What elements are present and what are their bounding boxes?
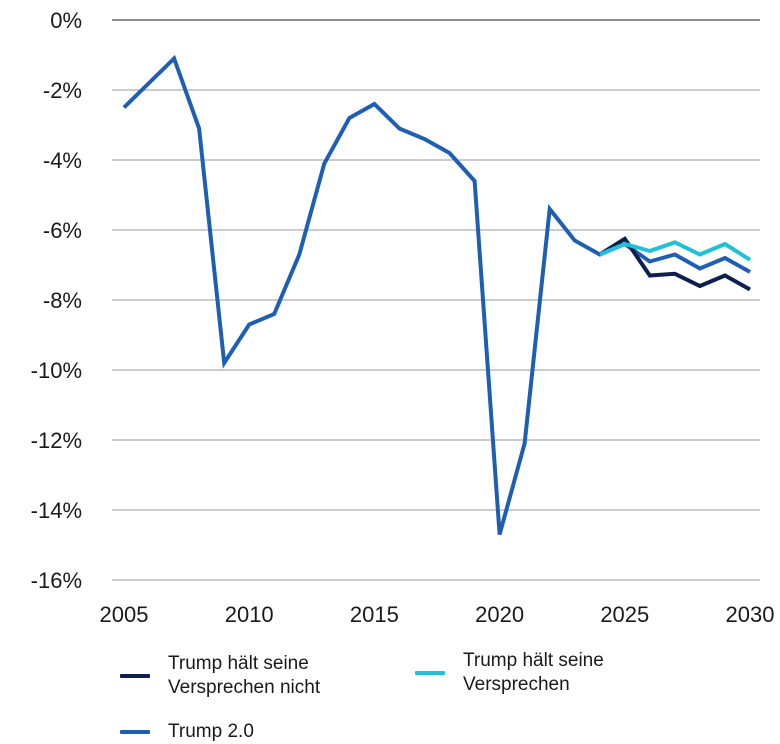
y-tick-label: -4% bbox=[43, 148, 82, 173]
y-tick-label: -8% bbox=[43, 288, 82, 313]
x-tick-label: 2030 bbox=[726, 602, 775, 627]
y-tick-label: 0% bbox=[50, 8, 82, 33]
series-line-1 bbox=[598, 236, 751, 292]
x-tick-label: 2020 bbox=[475, 602, 524, 627]
series-line-0 bbox=[122, 54, 751, 536]
x-tick-label: 2015 bbox=[350, 602, 399, 627]
series-lines bbox=[122, 54, 752, 536]
series-line-2 bbox=[599, 240, 752, 262]
y-tick-label: -10% bbox=[31, 358, 82, 383]
x-axis: 2005 2010 2015 2020 2025 2030 bbox=[100, 602, 775, 627]
y-tick-label: -16% bbox=[31, 568, 82, 593]
y-axis: 0% -2% -4% -6% -8% -10% -12% -14% -16% bbox=[31, 8, 82, 593]
y-tick-label: -2% bbox=[43, 78, 82, 103]
grid-lines bbox=[112, 19, 760, 581]
x-tick-label: 2005 bbox=[100, 602, 149, 627]
x-tick-label: 2010 bbox=[225, 602, 274, 627]
y-tick-label: -14% bbox=[31, 498, 82, 523]
y-tick-label: -12% bbox=[31, 428, 82, 453]
x-tick-label: 2025 bbox=[600, 602, 649, 627]
y-tick-label: -6% bbox=[43, 218, 82, 243]
